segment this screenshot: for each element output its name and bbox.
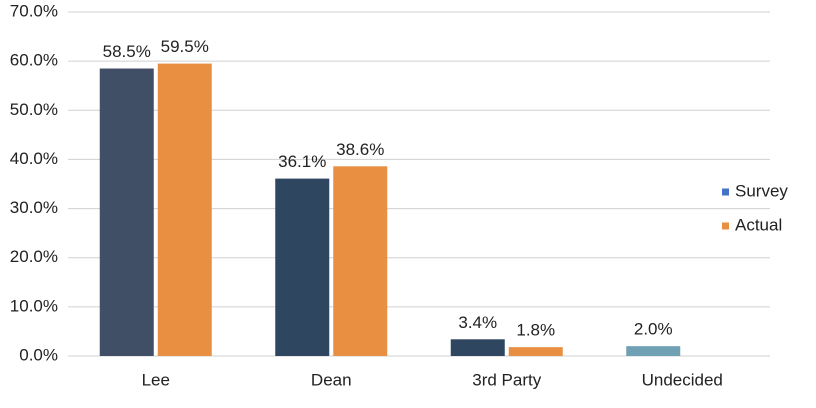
bar <box>99 68 154 356</box>
x-tick-label: Undecided <box>642 370 723 389</box>
y-tick-label: 40.0% <box>10 149 58 168</box>
x-tick-label: 3rd Party <box>472 370 541 389</box>
y-tick-label: 70.0% <box>10 1 58 20</box>
y-tick-label: 0.0% <box>19 345 58 364</box>
y-tick-label: 60.0% <box>10 51 58 70</box>
data-label: 36.1% <box>278 152 326 171</box>
data-label: 3.4% <box>458 313 497 332</box>
legend-label: Actual <box>735 215 782 234</box>
y-tick-label: 10.0% <box>10 296 58 315</box>
x-tick-label: Dean <box>311 370 352 389</box>
bar <box>450 339 505 356</box>
bar <box>275 178 330 356</box>
data-label: 1.8% <box>516 321 555 340</box>
data-label: 59.5% <box>161 37 209 56</box>
legend-label: Survey <box>735 181 788 200</box>
y-tick-label: 50.0% <box>10 100 58 119</box>
bar <box>157 63 212 356</box>
bar <box>626 346 681 356</box>
y-tick-label: 30.0% <box>10 198 58 217</box>
y-tick-label: 20.0% <box>10 247 58 266</box>
legend-marker <box>722 222 729 230</box>
bar <box>508 347 563 356</box>
x-tick-label: Lee <box>142 370 170 389</box>
data-label: 58.5% <box>103 42 151 61</box>
bar <box>333 166 388 356</box>
legend-marker <box>722 188 729 196</box>
data-label: 38.6% <box>336 140 384 159</box>
data-label: 2.0% <box>634 320 673 339</box>
